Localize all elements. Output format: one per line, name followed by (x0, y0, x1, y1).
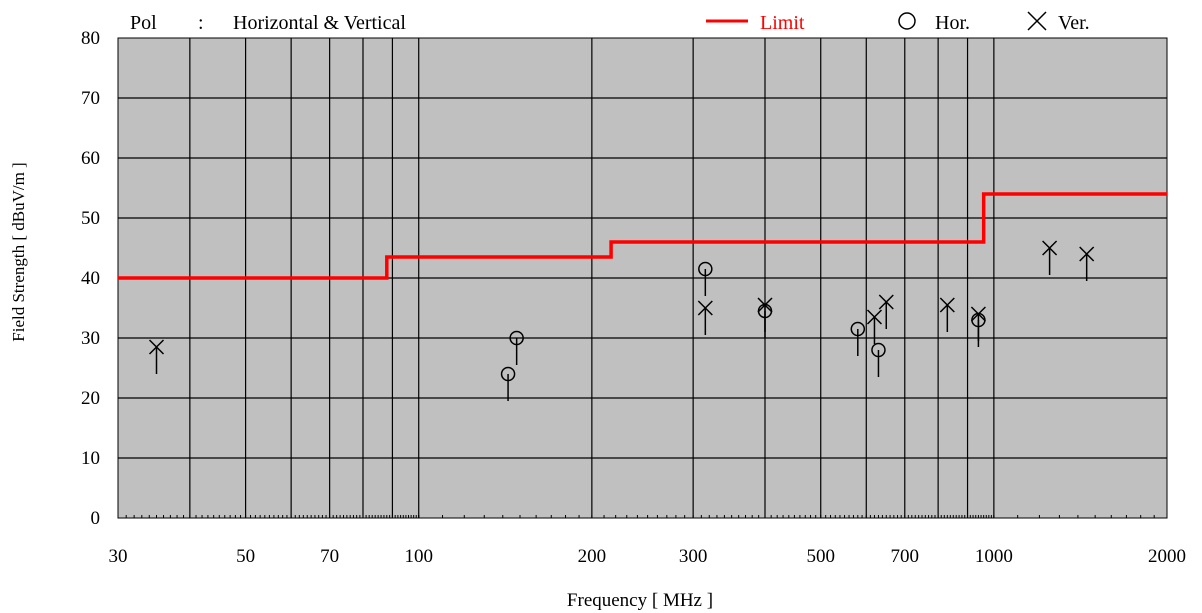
y-tick-label: 0 (91, 508, 101, 529)
hor-point (500, 366, 516, 401)
hor-point (850, 321, 866, 356)
pol-value: Horizontal & Vertical (233, 12, 406, 34)
y-axis-title: Field Strength [ dBuV/m ] (9, 162, 28, 341)
ver-point (866, 309, 882, 344)
legend-hor-circle-icon (898, 12, 916, 30)
legend-hor-label: Hor. (935, 12, 970, 34)
y-tick-label: 60 (81, 148, 100, 169)
y-tick-label: 20 (81, 388, 100, 409)
y-tick-label: 10 (81, 448, 100, 469)
x-tick-label: 50 (236, 546, 255, 567)
limit-line (118, 192, 1167, 280)
pol-separator: : (198, 12, 204, 34)
ver-point (148, 339, 165, 374)
ver-point (970, 306, 986, 341)
ver-point (939, 297, 955, 332)
hor-point (871, 342, 886, 377)
x-tick-label: 500 (806, 546, 835, 567)
x-tick-label: 1000 (975, 546, 1013, 567)
y-tick-label: 40 (81, 268, 100, 289)
hor-point (509, 330, 524, 365)
legend-ver-cross-icon (1027, 11, 1047, 31)
data-points-layer (148, 240, 1095, 401)
y-tick-labels: 0 10 20 30 40 50 60 70 80 (81, 28, 100, 529)
ver-point (878, 294, 894, 329)
limit-line-layer (118, 192, 1167, 280)
x-tick-label: 2000 (1148, 546, 1186, 567)
x-tick-label: 70 (320, 546, 339, 567)
y-tick-label: 50 (81, 208, 100, 229)
minor-ticks (117, 515, 1168, 518)
x-tick-label: 200 (578, 546, 607, 567)
hor-point (698, 261, 713, 296)
x-tick-label: 700 (891, 546, 920, 567)
x-tick-label: 30 (109, 546, 128, 567)
x-axis-title: Frequency [ MHz ] (567, 590, 713, 611)
x-tick-labels: 30 50 70 100 200 300 500 700 1000 2000 (109, 546, 1187, 567)
ver-point (697, 300, 713, 335)
ver-point (1079, 246, 1095, 281)
ver-point (757, 297, 773, 332)
y-tick-label: 80 (81, 28, 100, 49)
legend-ver-label: Ver. (1058, 12, 1090, 34)
legend-limit-label: Limit (760, 12, 805, 34)
x-tick-label: 300 (679, 546, 708, 567)
ver-point (1042, 240, 1058, 275)
y-tick-label: 30 (81, 328, 100, 349)
x-tick-label: 100 (404, 546, 433, 567)
y-tick-label: 70 (81, 88, 100, 109)
pol-label: Pol (130, 12, 157, 34)
